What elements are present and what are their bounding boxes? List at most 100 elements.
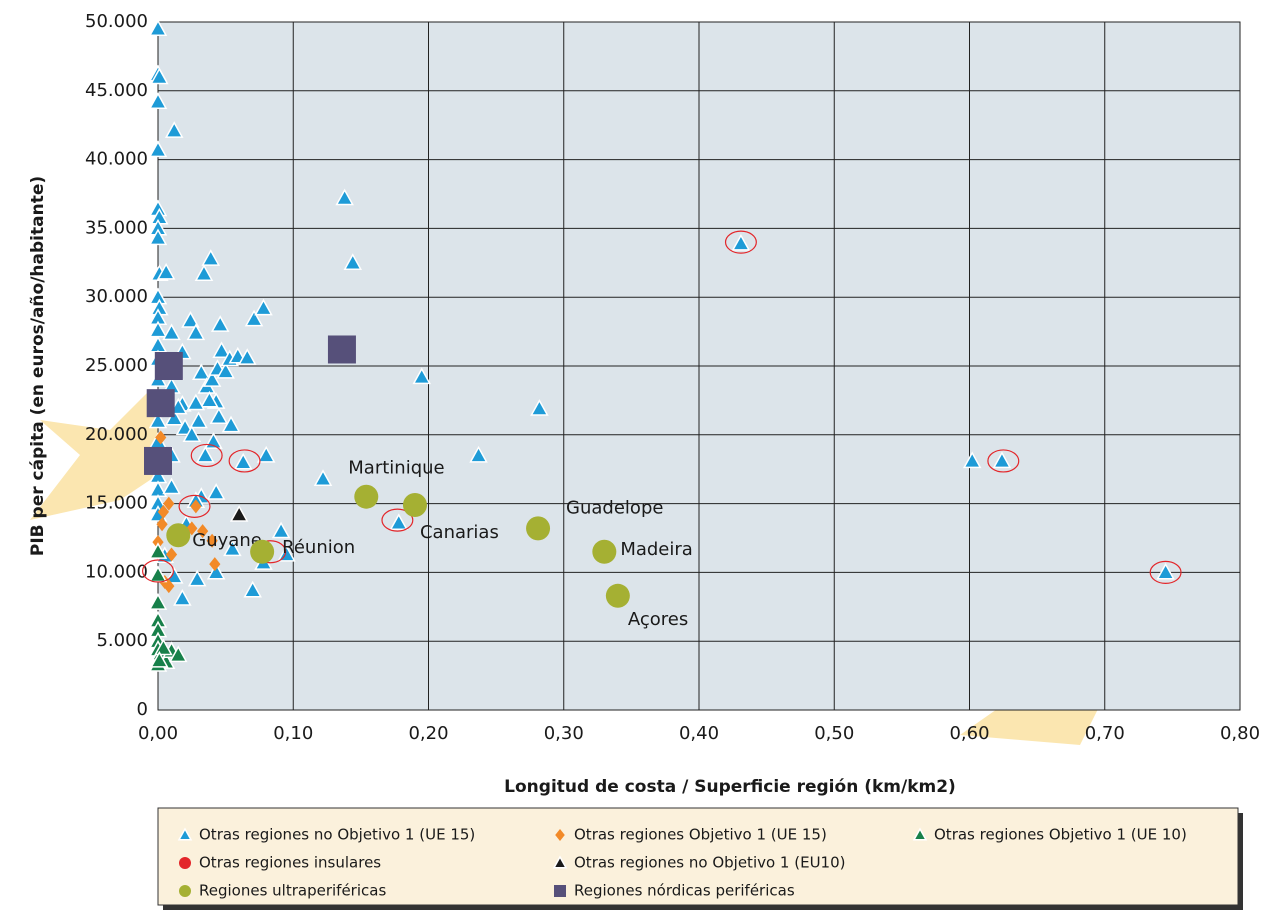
x-tick-label: 0,80 — [1220, 723, 1260, 744]
triangle-point — [277, 544, 296, 562]
triangle-point — [162, 477, 181, 495]
square-point — [154, 352, 183, 380]
triangle-point — [148, 19, 168, 37]
triangle-point — [148, 593, 168, 610]
triangle-point — [148, 542, 168, 559]
point-label: Madeira — [620, 539, 693, 560]
triangle-point — [216, 361, 235, 379]
point-label: Guadelope — [566, 497, 663, 518]
diamond-point — [157, 504, 170, 519]
triangle-point — [212, 341, 231, 359]
x-tick-label: 0,70 — [1085, 723, 1125, 744]
diamond-point — [209, 557, 221, 572]
legend-marker — [552, 855, 568, 869]
triangle-point — [173, 588, 192, 606]
triangle-point — [181, 311, 200, 328]
triangle-point — [313, 469, 333, 486]
triangle-point — [186, 323, 206, 341]
point-label: Réunion — [282, 537, 355, 558]
triangle-point — [731, 233, 751, 251]
triangle-point — [469, 445, 488, 463]
y-tick-label: 15.000 — [85, 493, 148, 514]
triangle-point — [154, 638, 173, 656]
triangle-point — [194, 264, 214, 281]
triangle-point — [148, 228, 168, 246]
legend-marker — [177, 827, 193, 841]
triangle-point — [233, 452, 253, 470]
ring-point — [178, 494, 211, 518]
y-tick-label: 45.000 — [85, 80, 148, 101]
triangle-point — [164, 566, 184, 584]
triangle-point — [187, 569, 207, 587]
triangle-point — [243, 580, 262, 598]
x-tick-label: 0,50 — [814, 723, 854, 744]
legend-marker — [554, 885, 566, 897]
y-tick-label: 25.000 — [85, 355, 148, 376]
triangle-point — [223, 539, 242, 557]
triangle-point — [412, 367, 432, 385]
triangle-point — [343, 253, 363, 270]
triangle-point — [530, 399, 549, 416]
ring-point — [190, 443, 223, 468]
triangle-point — [206, 483, 226, 500]
triangle-point — [202, 370, 222, 387]
legend-label: Regiones ultraperiféricas — [199, 882, 386, 900]
triangle-point — [148, 92, 168, 109]
triangle-point — [196, 445, 215, 463]
triangle-point — [210, 315, 230, 332]
y-tick-label: 30.000 — [85, 286, 148, 307]
x-tick-label: 0,40 — [679, 723, 719, 744]
triangle-point — [189, 411, 208, 429]
diamond-point — [190, 499, 202, 514]
diamond-point — [163, 579, 175, 594]
triangle-point — [256, 445, 276, 463]
legend-label: Otras regiones no Objetivo 1 (UE 15) — [199, 826, 475, 844]
triangle-point — [1156, 562, 1175, 580]
triangle-point — [186, 393, 206, 411]
triangle-point — [209, 407, 229, 425]
legend-label: Regiones nórdicas periféricas — [574, 882, 795, 900]
triangle-point — [169, 645, 188, 663]
circle-point — [166, 523, 191, 548]
y-tick-label: 50.000 — [85, 11, 148, 32]
triangle-point — [148, 411, 168, 429]
ring-point — [228, 449, 261, 473]
triangle-point — [192, 363, 211, 381]
triangle-point — [237, 348, 257, 365]
legend-label: Otras regiones insulares — [199, 854, 381, 872]
triangle-point — [389, 513, 409, 531]
x-tick-label: 0,20 — [408, 723, 448, 744]
square-point — [146, 389, 175, 418]
circle-point — [402, 492, 427, 517]
x-tick-label: 0,30 — [544, 723, 584, 744]
triangle-point — [164, 408, 184, 426]
legend-marker — [179, 857, 191, 869]
triangle-point — [156, 262, 176, 280]
circle-point — [250, 539, 275, 564]
diamond-point — [155, 430, 167, 445]
triangle-point — [164, 121, 184, 138]
triangle-point — [229, 505, 249, 522]
triangle-point — [992, 451, 1012, 469]
triangle-point — [200, 390, 219, 408]
ring-point — [1149, 560, 1182, 585]
diamond-point — [206, 533, 218, 548]
legend-marker — [912, 827, 928, 841]
circle-point — [592, 539, 617, 564]
triangle-point — [335, 188, 354, 206]
circle-point — [605, 583, 630, 608]
diamond-point — [156, 517, 168, 532]
legend-marker — [555, 829, 565, 841]
ring-point — [381, 508, 414, 532]
triangle-point — [150, 67, 169, 85]
ring-point — [142, 559, 175, 583]
decoration — [30, 390, 165, 520]
circle-point — [526, 516, 551, 541]
y-tick-label: 10.000 — [85, 561, 148, 582]
triangle-point — [148, 140, 168, 158]
y-tick-label: 0 — [137, 699, 148, 720]
triangle-point — [221, 415, 241, 433]
point-label: Açores — [628, 609, 688, 630]
diamond-point — [165, 547, 178, 562]
triangle-point — [254, 298, 273, 316]
